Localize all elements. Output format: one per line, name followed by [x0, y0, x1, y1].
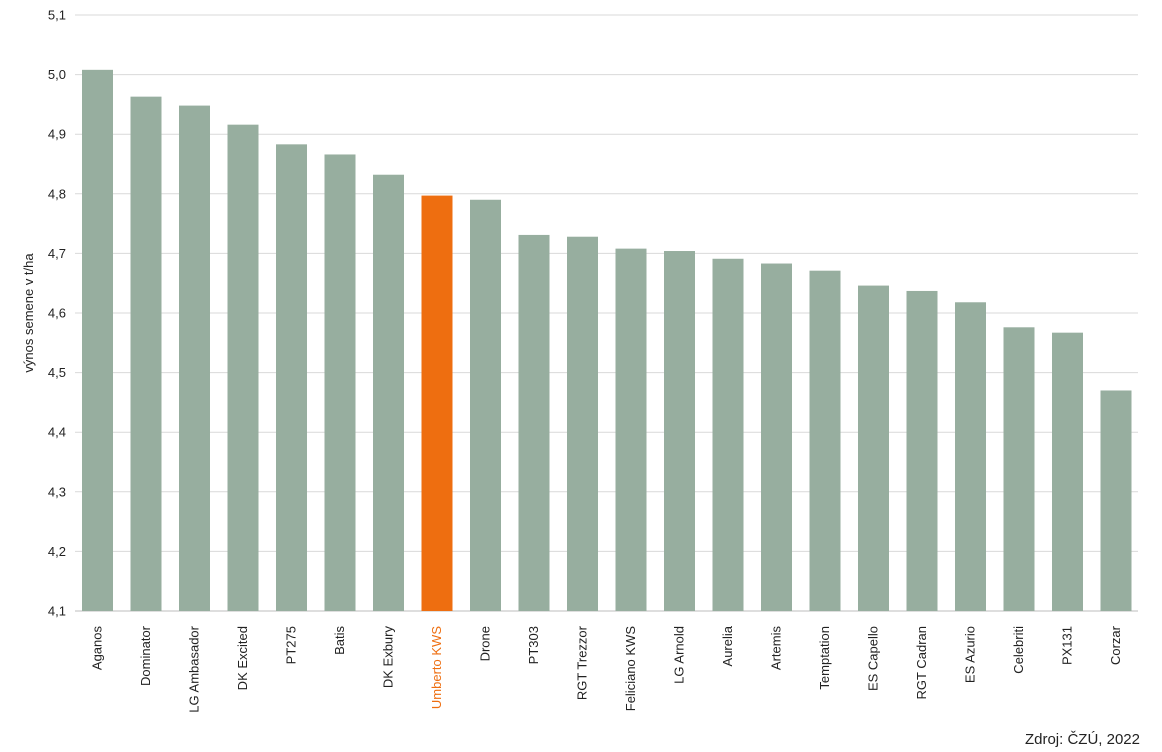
bar — [373, 174, 404, 611]
bar — [906, 290, 938, 611]
source-note: Zdroj: ČZÚ, 2022 — [1024, 731, 1140, 748]
bar — [227, 124, 259, 611]
y-tick-label: 4,1 — [48, 604, 66, 619]
bars — [82, 69, 1132, 612]
y-axis-title: výnos semene v t/ha — [21, 253, 36, 373]
y-tick-label: 4,3 — [48, 484, 66, 499]
bar — [470, 199, 501, 611]
bar — [858, 285, 889, 611]
y-tick-label: 4,6 — [48, 306, 66, 321]
x-axis-category-labels: Aganos Dominator LG Ambasador DK Excited PT2… — [90, 625, 1124, 712]
x-category-label: Feliciano KWS — [623, 626, 638, 712]
x-category-label: Umberto KWS — [429, 626, 444, 709]
bar — [130, 96, 162, 612]
bar — [276, 144, 307, 611]
bar — [761, 263, 792, 611]
x-category-label: Aganos — [90, 626, 105, 671]
x-category-label: RGT Cadran — [914, 626, 929, 699]
bar — [955, 302, 986, 611]
bar — [324, 154, 356, 612]
bar — [809, 270, 841, 611]
x-category-label: Temptation — [817, 626, 832, 690]
y-tick-label: 4,2 — [48, 544, 66, 559]
x-category-label: DK Excited — [235, 626, 250, 690]
x-category-label: PT303 — [526, 626, 541, 664]
x-category-label: LG Ambasador — [187, 625, 202, 712]
x-category-label: Batis — [332, 626, 347, 655]
x-category-label: Corzar — [1108, 625, 1123, 665]
x-category-label: Artemis — [769, 626, 784, 671]
bar — [82, 69, 113, 611]
bar-highlight — [421, 195, 453, 611]
y-tick-label: 4,5 — [48, 365, 66, 380]
x-category-label: DK Exbury — [381, 626, 396, 689]
x-category-label: ES Azurio — [963, 626, 978, 683]
x-category-label: PX131 — [1060, 626, 1075, 665]
y-tick-label: 4,7 — [48, 246, 66, 261]
bar — [1003, 327, 1035, 611]
bar — [664, 251, 695, 612]
bar — [615, 248, 647, 611]
bar — [1100, 390, 1132, 611]
y-tick-label: 4,8 — [48, 186, 66, 201]
bar — [179, 105, 210, 611]
y-tick-label: 4,9 — [48, 127, 66, 142]
y-tick-label: 4,4 — [48, 425, 66, 440]
x-category-label: Drone — [478, 626, 493, 661]
x-category-label: ES Capello — [866, 626, 881, 691]
x-category-label: Celebriti — [1011, 626, 1026, 674]
x-category-label: RGT Trezzor — [575, 625, 590, 700]
bar — [567, 236, 598, 611]
y-tick-label: 5,1 — [48, 8, 66, 23]
x-category-label: Aurelia — [720, 625, 735, 666]
x-category-label: PT275 — [284, 626, 299, 664]
bar — [518, 234, 550, 611]
y-tick-label: 5,0 — [48, 67, 66, 82]
bar — [712, 258, 744, 611]
bar — [1052, 332, 1083, 611]
x-category-label: LG Arnold — [672, 626, 687, 684]
x-category-label: Dominator — [138, 625, 153, 686]
y-axis-ticks: 4,1 4,2 4,3 4,4 4,5 4,6 4,7 4,8 4,9 5,0 5,1 — [48, 8, 66, 619]
